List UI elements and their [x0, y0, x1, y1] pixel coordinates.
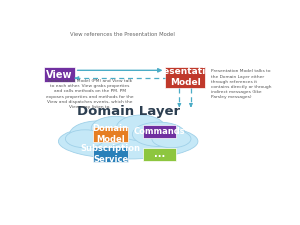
Text: ...: ...: [154, 149, 165, 159]
Ellipse shape: [152, 130, 191, 148]
FancyBboxPatch shape: [93, 146, 128, 162]
Ellipse shape: [58, 124, 198, 159]
FancyBboxPatch shape: [165, 67, 205, 88]
Ellipse shape: [116, 115, 165, 141]
Ellipse shape: [91, 116, 140, 141]
Ellipse shape: [70, 121, 128, 148]
Ellipse shape: [132, 122, 185, 146]
Text: Domain
Model: Domain Model: [93, 124, 129, 144]
FancyBboxPatch shape: [44, 67, 75, 82]
Ellipse shape: [65, 130, 104, 148]
FancyBboxPatch shape: [143, 148, 176, 161]
FancyBboxPatch shape: [93, 127, 128, 142]
FancyBboxPatch shape: [143, 125, 176, 138]
Text: Presentation Model (PM) and View talk
to each other. View grabs properties
and c: Presentation Model (PM) and View talk to…: [46, 79, 134, 109]
Text: Subscription
Service: Subscription Service: [81, 144, 141, 164]
Text: View: View: [46, 70, 73, 80]
Text: Commands: Commands: [134, 127, 185, 136]
Text: Presentation
Model: Presentation Model: [152, 67, 218, 87]
Text: Domain Layer: Domain Layer: [76, 105, 180, 117]
Text: Presentation Model talks to
the Domain Layer either
through references it
contai: Presentation Model talks to the Domain L…: [211, 70, 271, 99]
Text: View references the Presentation Model: View references the Presentation Model: [70, 32, 175, 36]
